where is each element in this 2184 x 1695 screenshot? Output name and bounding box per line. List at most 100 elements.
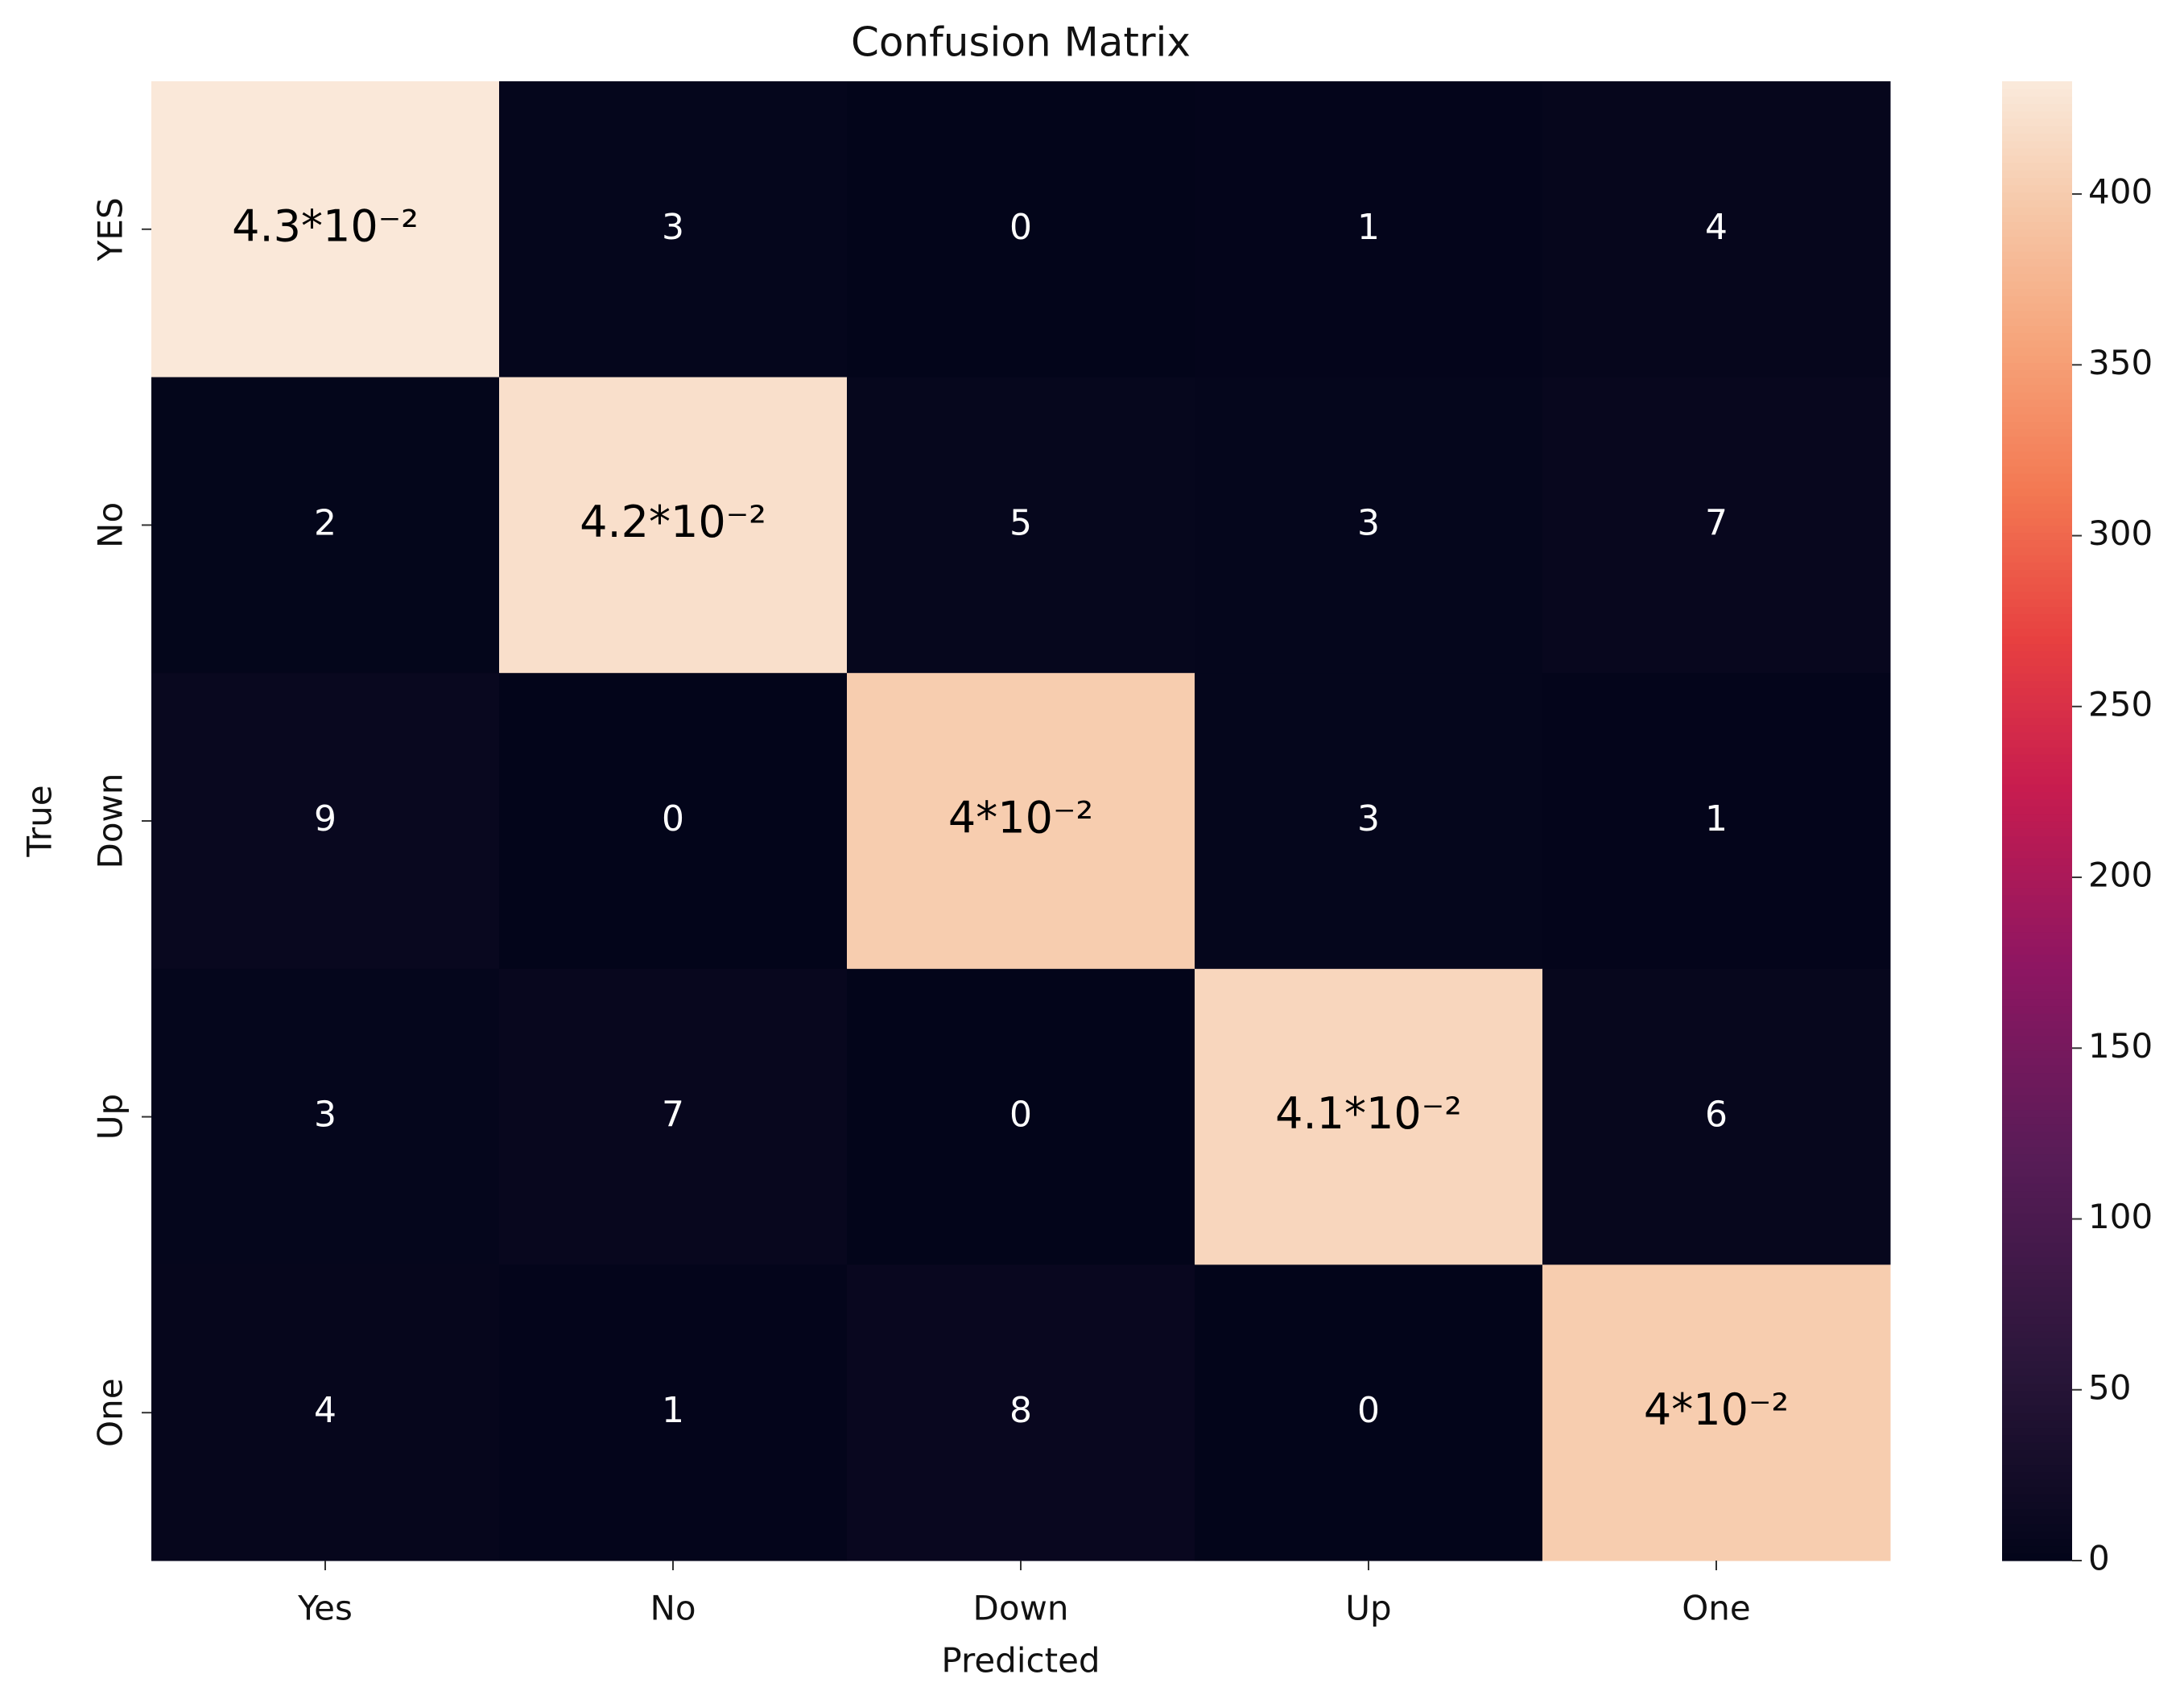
colorbar-segment [2002,133,2072,142]
y-tick-label: Down [91,773,130,868]
colorbar-segment [2002,592,2072,600]
colorbar-segment [2002,576,2072,585]
colorbar-segment [2002,532,2072,541]
colorbar-segment [2002,96,2072,105]
colorbar-segment [2002,421,2072,430]
colorbar-segment [2002,739,2072,748]
colorbar-segment [2002,1272,2072,1281]
colorbar-segment [2002,391,2072,400]
colorbar-segment [2002,1487,2072,1495]
x-axis-label: Predicted [941,1641,1100,1681]
colorbar-segment [2002,821,2072,829]
colorbar-segment [2002,1390,2072,1399]
colorbar-segment [2002,1079,2072,1088]
chart-title: Confusion Matrix [851,19,1191,66]
colorbar-segment [2002,1538,2072,1547]
colorbar-tick-label: 50 [2088,1367,2131,1407]
colorbar-segment [2002,1131,2072,1140]
colorbar-segment [2002,258,2072,267]
colorbar-segment [2002,332,2072,341]
colorbar-segment [2002,1042,2072,1051]
colorbar-segment [2002,1146,2072,1155]
colorbar-segment [2002,436,2072,444]
colorbar-segment [2002,636,2072,645]
x-tick-label: One [1682,1589,1751,1628]
x-tick-label: No [650,1589,696,1628]
heatmap-cell [1195,81,1543,378]
colorbar-segment [2002,1360,2072,1369]
colorbar-segment [2002,110,2072,119]
colorbar-segment [2002,303,2072,311]
colorbar-segment [2002,184,2072,193]
colorbar-segment [2002,569,2072,578]
colorbar-segment [2002,163,2072,171]
colorbar-segment [2002,347,2072,356]
cell-label: 4.1*10⁻² [1275,1088,1462,1139]
heatmap-cell [847,968,1195,1265]
colorbar-segment [2002,813,2072,822]
heatmap-cell [1542,968,1891,1265]
colorbar-segment [2002,1005,2072,1014]
heatmap-cell [151,673,500,970]
colorbar-segment [2002,1250,2072,1258]
colorbar-segment [2002,1331,2072,1339]
heatmap-cell [1542,1264,1891,1561]
colorbar-segment [2002,473,2072,481]
heatmap-cell [151,377,500,674]
cell-label: 1 [1705,798,1728,839]
colorbar-segment [2002,1183,2072,1192]
cell-label: 5 [1009,502,1032,543]
colorbar-segment [2002,658,2072,666]
colorbar-segment [2002,126,2072,134]
colorbar-segment [2002,147,2072,156]
colorbar-segment [2002,1353,2072,1362]
colorbar-segment [2002,325,2072,334]
colorbar-segment [2002,998,2072,1007]
colorbar-segment [2002,89,2072,97]
cell-label: 4.3*10⁻² [232,200,419,251]
colorbar-segment [2002,1279,2072,1288]
colorbar-segment [2002,1205,2072,1214]
colorbar-segment [2002,525,2072,534]
heatmap-cell [151,1264,500,1561]
cell-label: 7 [662,1095,684,1136]
colorbar-segment [2002,377,2072,386]
heatmap-cell [1195,673,1543,970]
colorbar-segment [2002,281,2072,289]
colorbar-segment [2002,865,2072,873]
colorbar-segment [2002,140,2072,149]
colorbar-segment [2002,1286,2072,1295]
colorbar-segment [2002,1139,2072,1147]
heatmap-cell [1195,1264,1543,1561]
colorbar-segment [2002,1457,2072,1466]
colorbar-segment [2002,1021,2072,1029]
colorbar-segment [2002,961,2072,970]
colorbar-segment [2002,680,2072,689]
colorbar-segment [2002,1412,2072,1421]
colorbar-segment [2002,177,2072,186]
colorbar-segment [2002,340,2072,348]
heatmap-cell [499,968,848,1265]
colorbar-segment [2002,1405,2072,1413]
colorbar-segment [2002,362,2072,371]
colorbar-segment [2002,369,2072,378]
colorbar-segment [2002,288,2072,297]
colorbar-segment [2002,584,2072,592]
colorbar-segment [2002,1383,2072,1392]
cell-label: 3 [314,1095,336,1136]
colorbar-segment [2002,880,2072,889]
y-tick-label: No [91,502,130,548]
heatmap-cell [847,1264,1195,1561]
colorbar-segment [2002,170,2072,179]
colorbar-segment [2002,1508,2072,1517]
cell-label: 4 [314,1390,336,1431]
heatmap-cell [847,673,1195,970]
colorbar-segment [2002,443,2072,452]
heatmap-cell [1195,968,1543,1265]
colorbar-segment [2002,458,2072,467]
cell-label: 8 [1009,1390,1032,1431]
colorbar-segment [2002,1050,2072,1058]
colorbar-segment [2002,850,2072,859]
colorbar-segment [2002,1494,2072,1503]
